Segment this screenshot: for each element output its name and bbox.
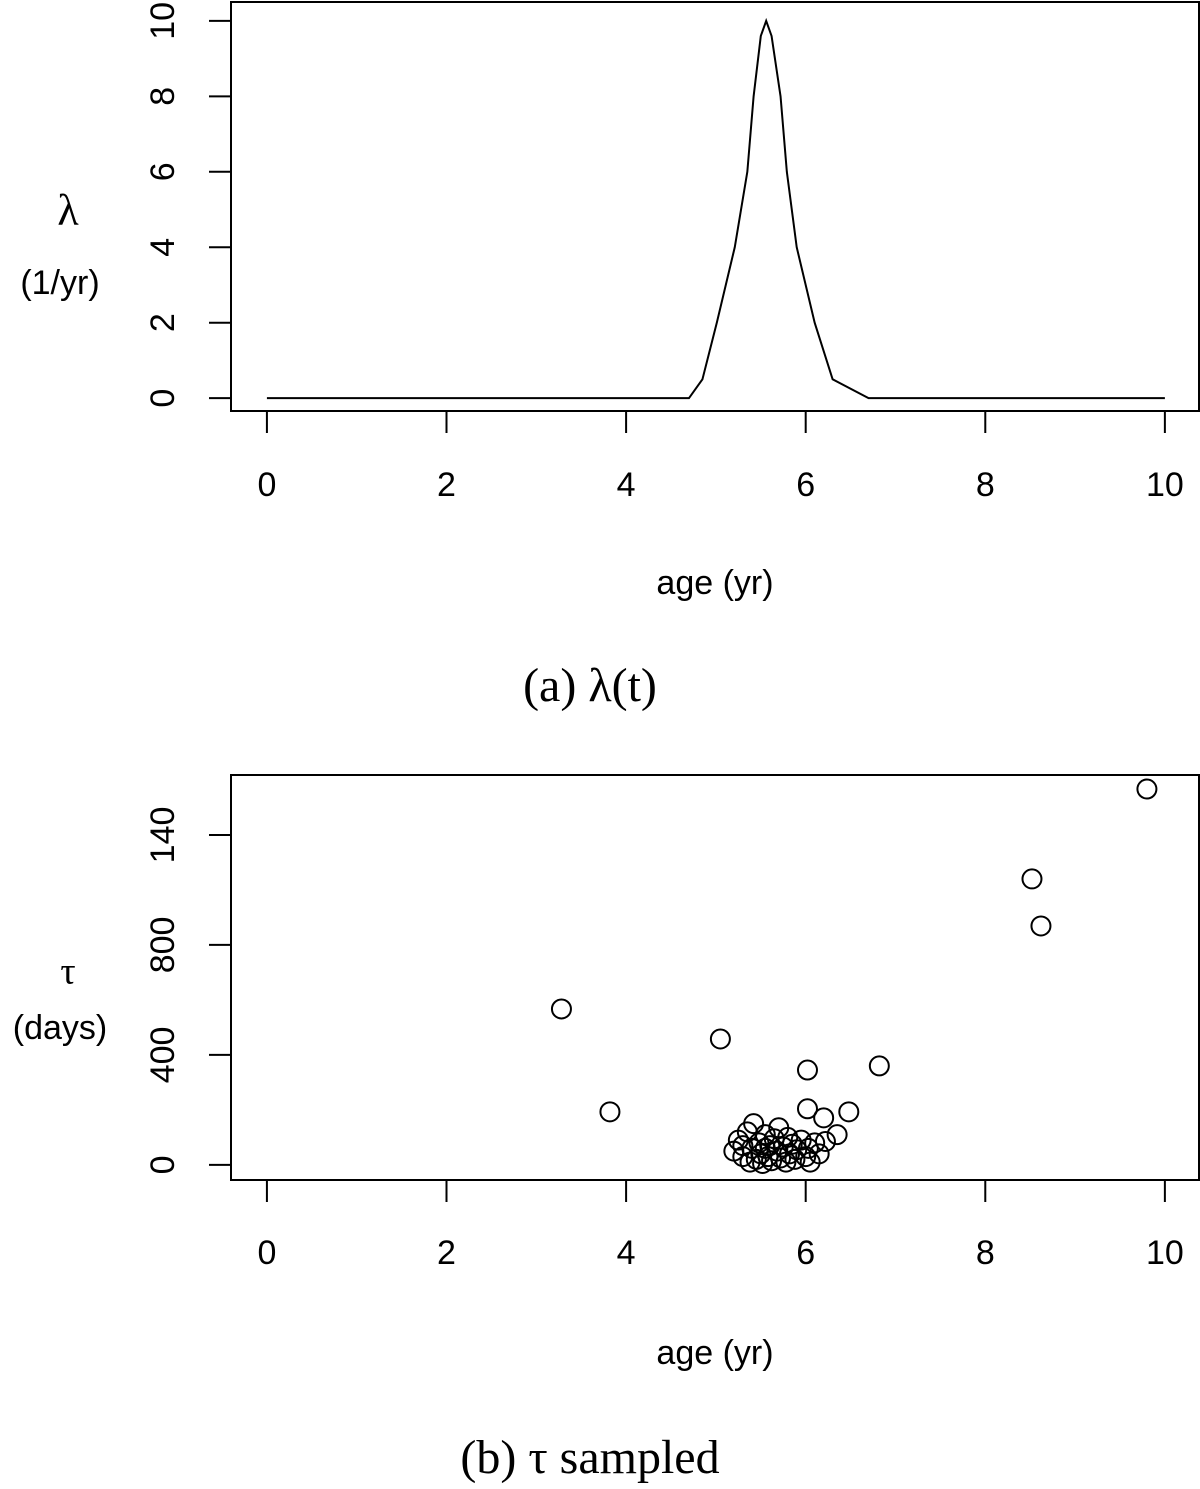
point [804,1132,826,1154]
point [599,1101,621,1123]
y-axis-symbol: τ [60,951,75,993]
point [759,1135,781,1157]
x-tick-label: 4 [617,466,636,504]
panel-caption: (a) λ(t) [523,659,657,712]
y-tick-label: 140 [144,807,182,864]
point [1136,778,1158,800]
x-tick-label: 8 [976,1234,995,1272]
point [838,1101,860,1123]
point [826,1124,848,1146]
x-tick-label: 2 [437,1234,456,1272]
y-tick-label: 10 [144,2,182,40]
x-tick-label: 2 [437,466,456,504]
x-axis-label: age (yr) [656,1334,773,1372]
line [266,17,1165,400]
x-tick-label: 6 [796,466,815,504]
point [732,1135,754,1157]
x-tick-label: 4 [617,1234,636,1272]
y-axis-symbol: λ [57,186,79,235]
y-tick-label: 0 [144,389,182,408]
point [784,1148,806,1170]
point [550,998,572,1020]
point [1030,915,1052,937]
x-tick-label: 10 [1146,1234,1184,1272]
x-tick-label: 10 [1146,466,1184,504]
point [754,1137,776,1159]
point [1021,868,1043,890]
plot-frame [230,774,1200,1181]
y-tick-label: 0 [144,1155,182,1174]
y-tick-label: 4 [144,238,182,257]
point [813,1107,835,1129]
panel-caption: (b) τ sampled [460,1431,719,1484]
x-tick-label: 8 [976,466,995,504]
point [743,1113,765,1135]
point [796,1098,818,1120]
point [796,1059,818,1081]
y-axis-unit: (1/yr) [20,264,99,302]
y-tick-label: 6 [144,162,182,181]
point [709,1028,731,1050]
x-tick-label: 0 [257,466,276,504]
point [814,1131,836,1153]
point [868,1055,890,1077]
x-tick-label: 6 [796,1234,815,1272]
y-tick-label: 2 [144,313,182,332]
x-tick-label: 0 [257,1234,276,1272]
y-axis-unit: (days) [13,1009,107,1047]
y-tick-label: 8 [144,87,182,106]
plot-frame [230,1,1200,412]
x-axis-label: age (yr) [656,564,773,602]
point [808,1143,830,1165]
y-tick-label: 400 [144,1027,182,1084]
y-tick-label: 800 [144,917,182,974]
